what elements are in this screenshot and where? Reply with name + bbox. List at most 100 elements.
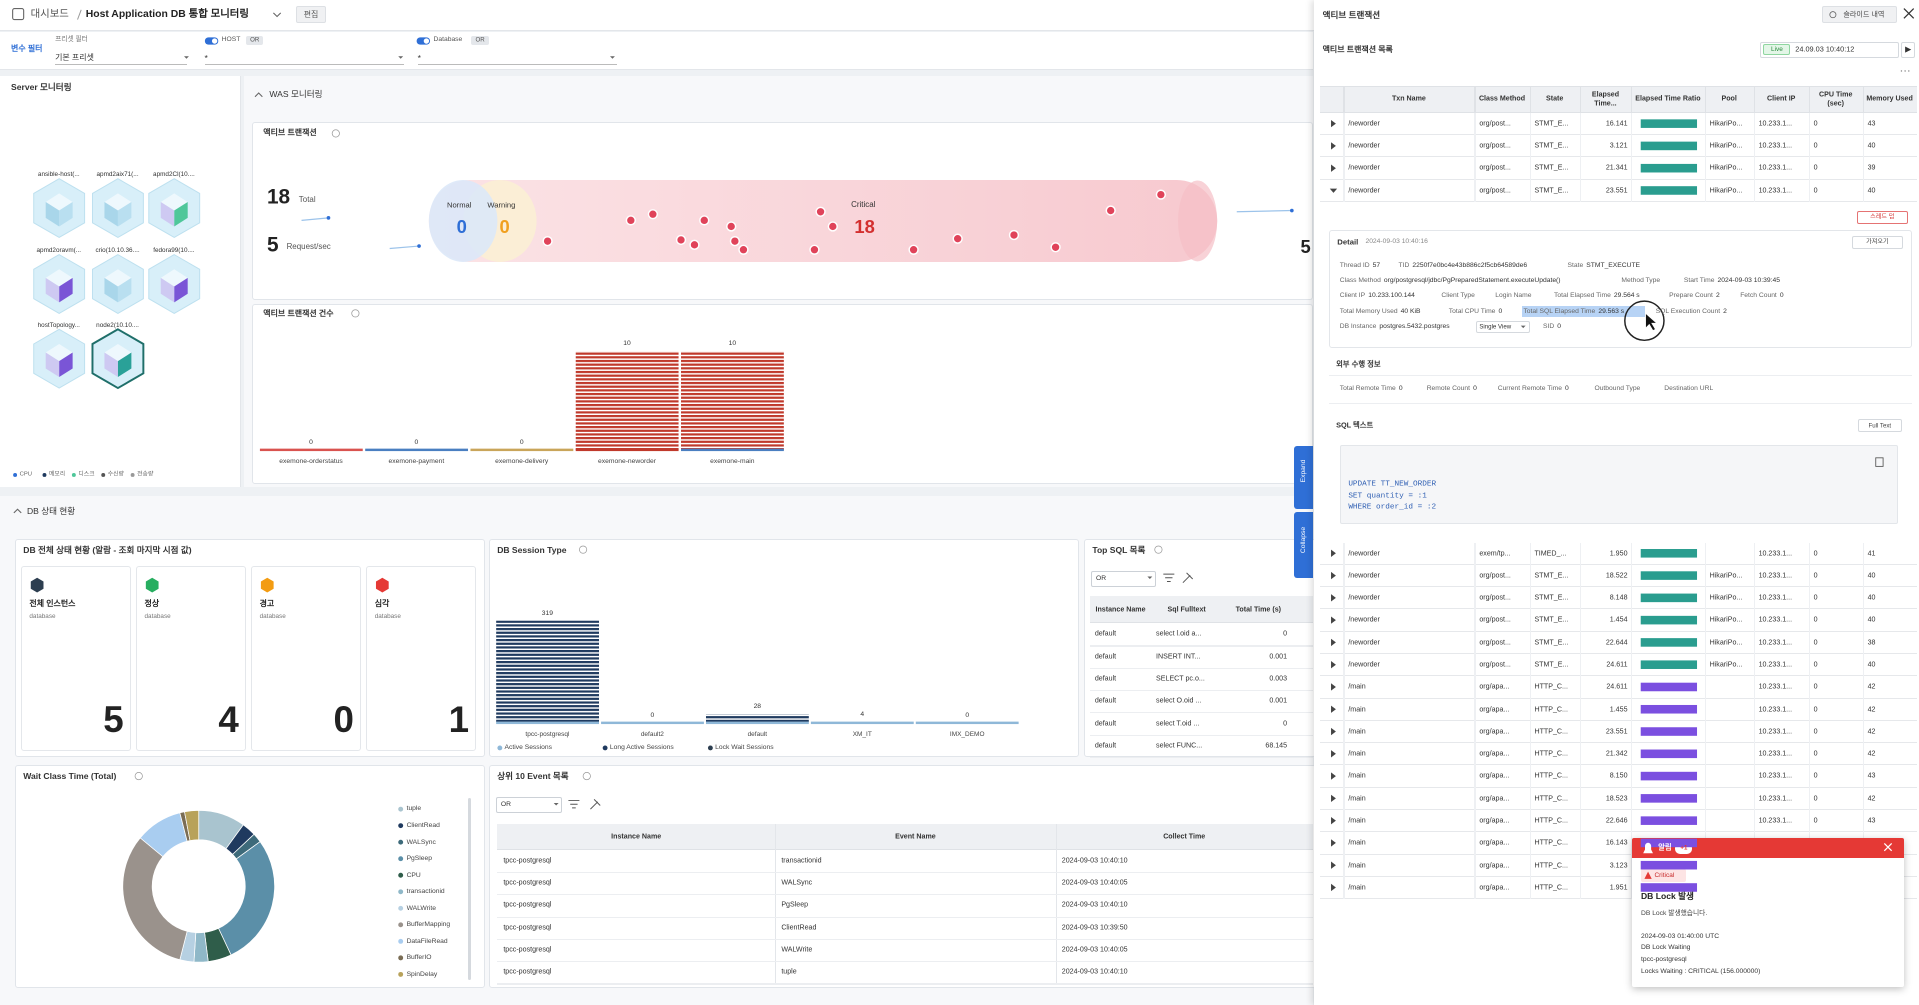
cell-divider xyxy=(1753,809,1755,833)
table-cell: /main xyxy=(1348,839,1366,848)
table-cell: 18.522 xyxy=(1605,571,1628,580)
table-cell: 10.233.1... xyxy=(1758,163,1793,172)
label[interactable]: OR xyxy=(500,801,511,809)
table-cell: WALSync xyxy=(781,878,813,887)
table-cell: org/apa... xyxy=(1479,772,1510,781)
more-dot xyxy=(1904,70,1906,72)
ratio-bar xyxy=(1640,119,1698,128)
cell-divider xyxy=(1474,676,1476,699)
cell-divider xyxy=(1704,631,1706,654)
sql-line: UPDATE TT_NEW_ORDER xyxy=(1348,480,1437,489)
edit-button-label[interactable]: 편집 xyxy=(303,9,319,19)
table-cell: 10.233.1... xyxy=(1758,772,1793,781)
cell-divider xyxy=(1474,631,1476,654)
warning-count: 0 xyxy=(499,215,510,237)
expand-label[interactable]: Expand xyxy=(1299,460,1307,483)
column-header: Total Time (s) xyxy=(1235,605,1282,614)
expand-row xyxy=(1331,683,1336,691)
cell-divider xyxy=(1631,542,1633,565)
cell-divider xyxy=(1343,112,1345,135)
field-label: Total CPU Time xyxy=(1448,307,1496,315)
collapse-tab[interactable] xyxy=(1294,511,1313,579)
label[interactable]: OR xyxy=(1096,574,1107,582)
legend-dot xyxy=(398,905,404,911)
history-button[interactable] xyxy=(1822,6,1897,24)
host-cube-face xyxy=(104,352,118,378)
table-cell: 0 xyxy=(1813,727,1818,736)
filter-select[interactable] xyxy=(1091,570,1157,587)
history-button-label[interactable]: 슬라이드 내역 xyxy=(1843,10,1885,19)
full-text-button[interactable] xyxy=(1857,418,1902,433)
label: Normal xyxy=(446,199,472,209)
column-divider xyxy=(1631,85,1633,113)
status-icon xyxy=(260,577,274,593)
table-cell: 3.123 xyxy=(1609,861,1628,870)
legend-dot xyxy=(13,472,18,477)
filter-select[interactable] xyxy=(495,797,563,814)
cell-divider xyxy=(1579,112,1581,135)
table-cell: 41 xyxy=(1867,549,1876,558)
edit-button[interactable] xyxy=(296,6,326,24)
legend-dot xyxy=(101,472,106,477)
category-label: exemone-payment xyxy=(388,457,445,465)
single-view-select[interactable]: Single View xyxy=(1479,323,1512,331)
close-icon xyxy=(1883,842,1893,852)
table-cell: 10.233.1... xyxy=(1758,816,1793,825)
table-cell: org/apa... xyxy=(1479,883,1510,892)
table-cell: STMT_E... xyxy=(1534,638,1569,647)
cell-divider xyxy=(1343,179,1345,202)
table-cell: 8.150 xyxy=(1609,772,1628,781)
cell-divider xyxy=(1529,743,1531,766)
collapse-label[interactable]: Collapse xyxy=(1299,526,1307,554)
table-cell: STMT_E... xyxy=(1534,571,1569,580)
table-cell: 40 xyxy=(1867,660,1876,669)
host-cube-face xyxy=(59,201,73,227)
host-cube-face xyxy=(59,352,73,378)
table-cell: STMT_E... xyxy=(1534,141,1569,150)
single-view-select[interactable] xyxy=(1475,320,1530,334)
full-text-label[interactable]: Full Text xyxy=(1868,421,1892,429)
label: database xyxy=(29,613,56,621)
remote-box xyxy=(1328,374,1912,405)
ratio-bar xyxy=(1640,816,1698,825)
data-label: 10 xyxy=(728,340,737,348)
thread-dump-label[interactable]: 스레드 덤 xyxy=(1870,213,1895,221)
thread-dump-button[interactable] xyxy=(1856,210,1908,225)
fetch-label[interactable]: 가져오기 xyxy=(1866,238,1889,246)
table-cell: default xyxy=(1094,630,1117,639)
expand-tab[interactable] xyxy=(1294,445,1313,510)
table-cell: WALWrite xyxy=(781,945,813,954)
ratio-bar xyxy=(1640,141,1698,151)
cell-divider xyxy=(1753,179,1755,202)
preset-select[interactable]: 기본 프리셋 xyxy=(55,52,94,62)
table-cell: 10.233.1... xyxy=(1758,638,1793,647)
cell-divider xyxy=(1474,542,1476,565)
dropdown-arrow xyxy=(553,803,559,806)
cell-divider xyxy=(1474,809,1476,833)
expand-row xyxy=(1331,750,1336,758)
cell-divider xyxy=(1631,653,1633,677)
legend-dot xyxy=(398,823,404,829)
collapse-row xyxy=(1329,188,1338,193)
detail-title: Detail xyxy=(1337,237,1359,247)
column-divider xyxy=(1753,85,1755,113)
table-cell: STMT_E... xyxy=(1534,186,1569,195)
category-label: XM_IT xyxy=(852,730,872,738)
fetch-button[interactable] xyxy=(1851,236,1904,249)
bar-base xyxy=(259,448,363,452)
legend-item: 디스크 xyxy=(78,471,95,478)
database-select[interactable]: * xyxy=(417,52,421,63)
table-cell: HTTP_C... xyxy=(1534,682,1568,691)
label: HOST xyxy=(221,36,241,44)
field-label: Class Method xyxy=(1339,277,1381,285)
table-cell: 0 xyxy=(1813,186,1818,195)
column-header: Elapsed Time... xyxy=(1591,90,1620,108)
cell-divider xyxy=(1529,587,1531,610)
table-cell: org/post... xyxy=(1479,163,1511,172)
status-icon xyxy=(145,577,159,593)
cell-divider xyxy=(1529,564,1531,588)
host-select[interactable]: * xyxy=(204,52,208,63)
table-cell: 16.143 xyxy=(1605,839,1628,848)
category-label: default xyxy=(747,730,768,738)
table-cell: tpcc-postgresql xyxy=(503,923,552,932)
